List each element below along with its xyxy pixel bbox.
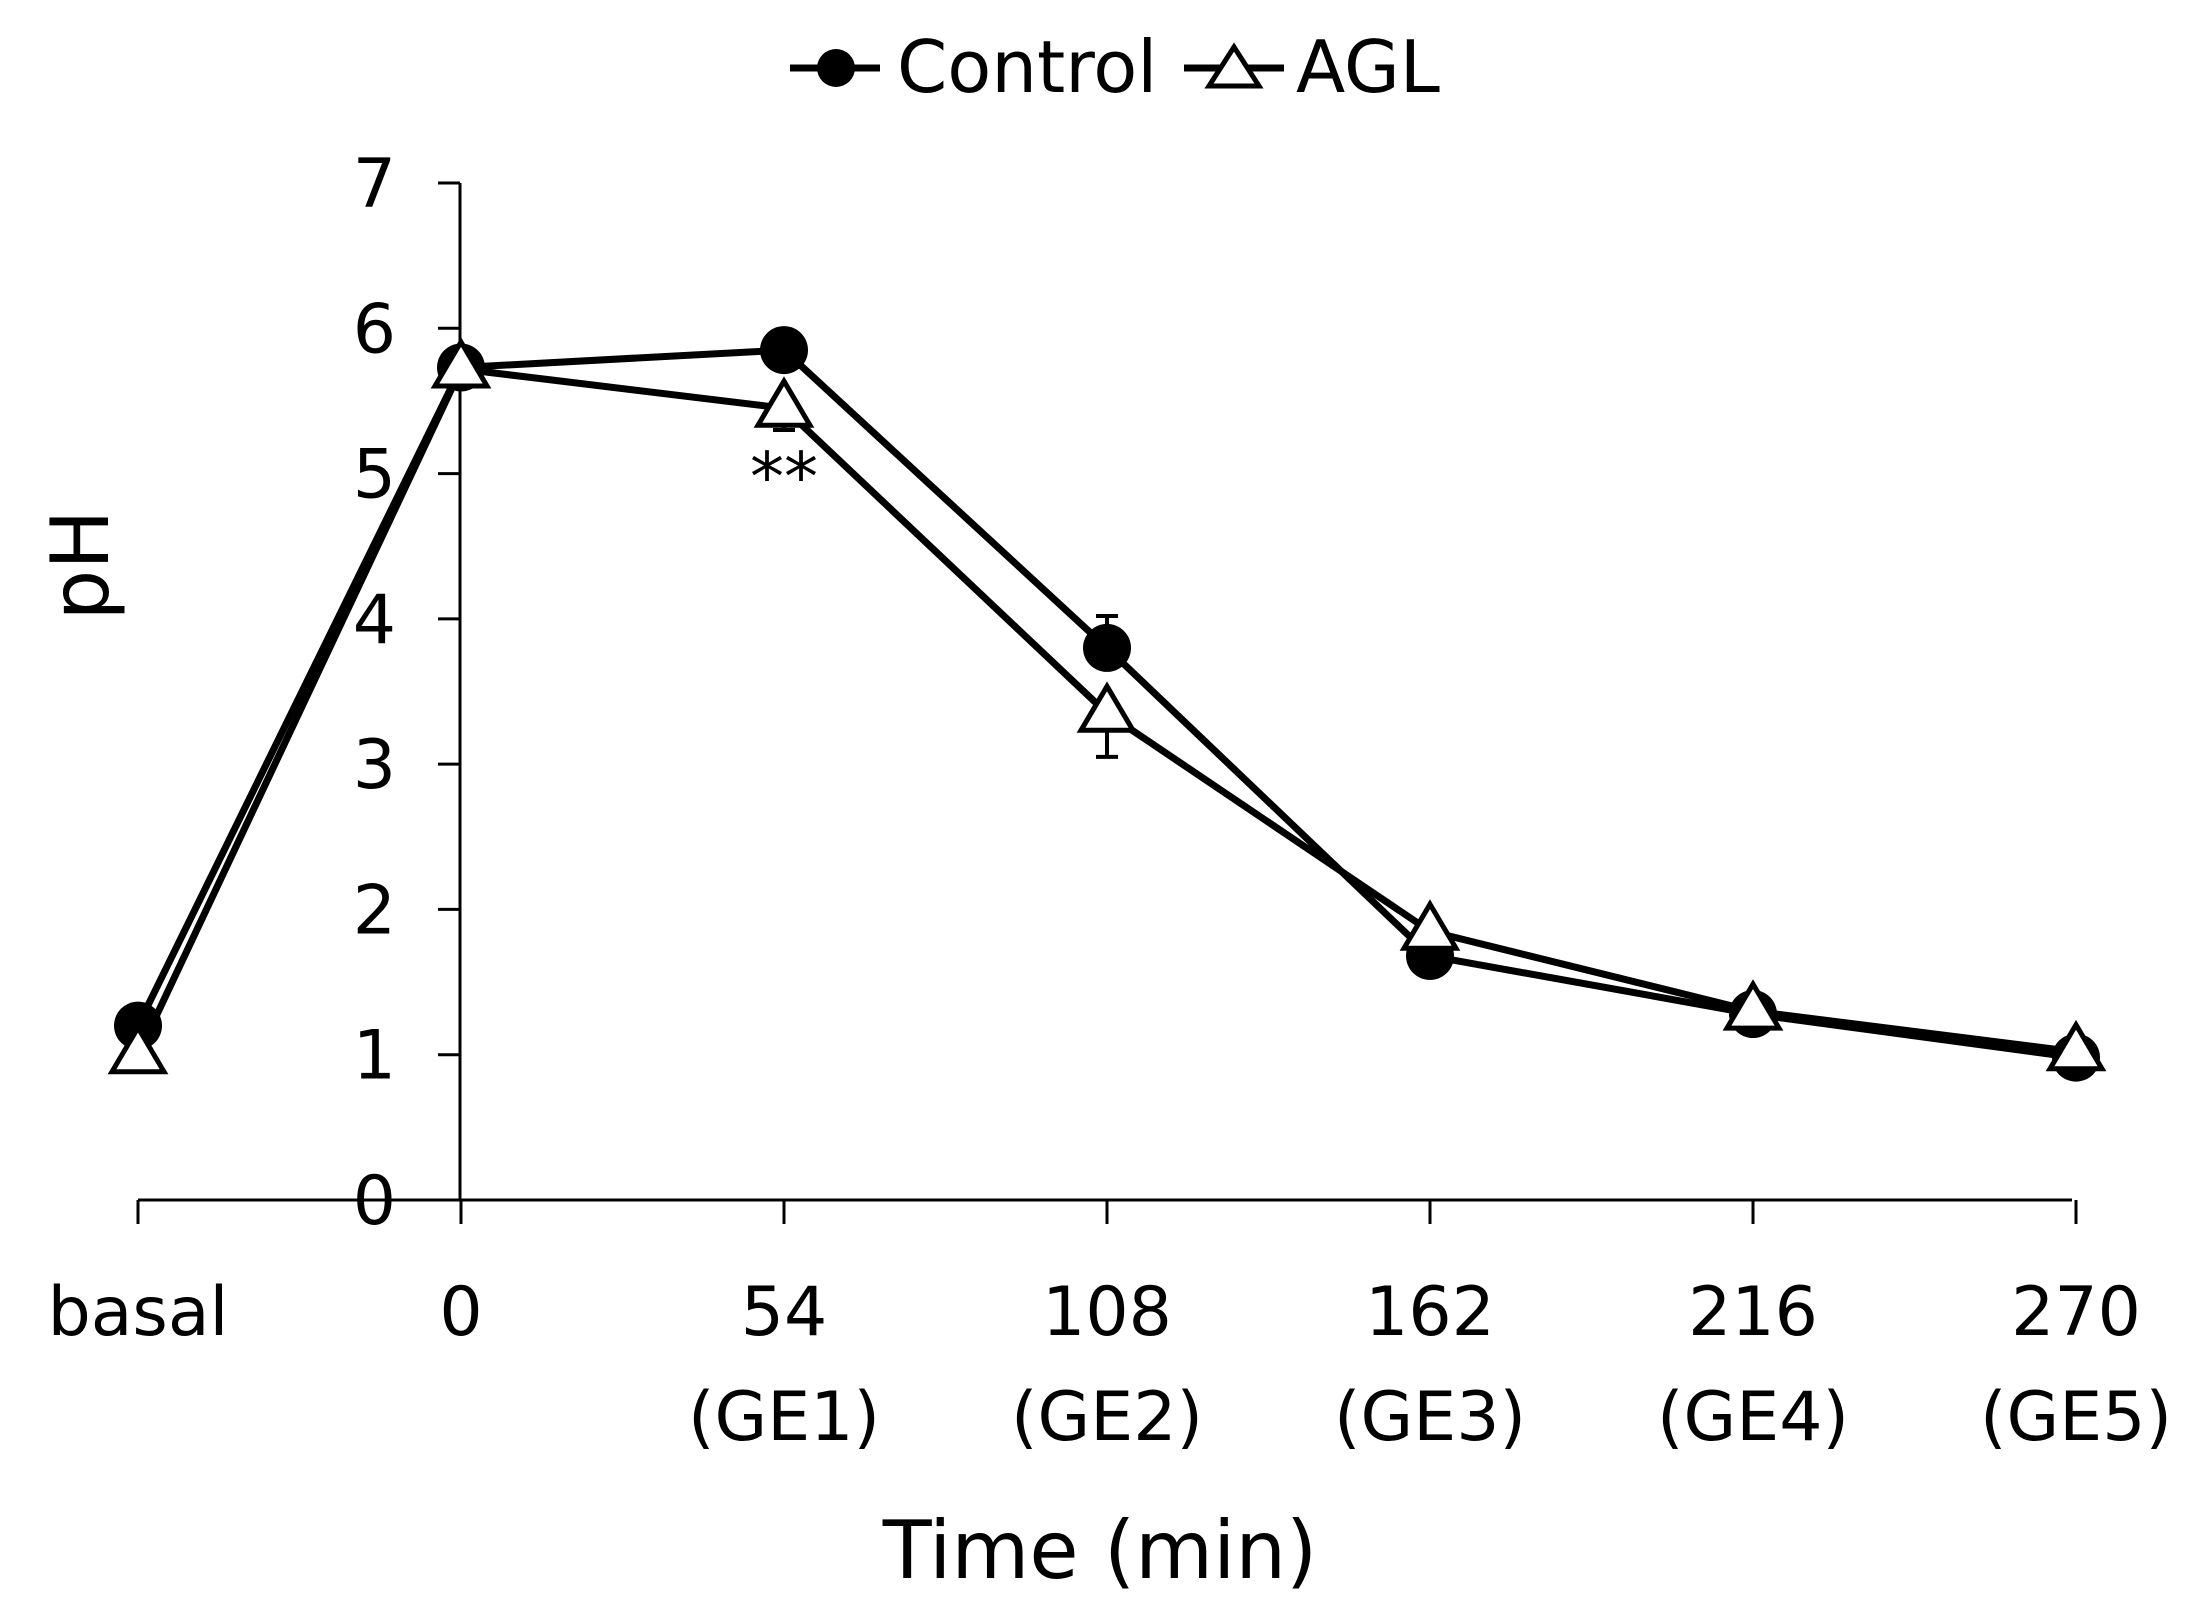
y-ticks: 0 1 2 3 4 5 6 7 [353, 145, 460, 1241]
legend-control-marker [817, 49, 855, 87]
significance-annotation: ** [750, 438, 818, 517]
legend: Control AGL [790, 25, 1440, 109]
x-tick-sublabel: (GE5) [1980, 1378, 2172, 1457]
point-agl [1399, 899, 1461, 951]
y-tick-label: 3 [353, 726, 396, 805]
x-tick-label: 54 [741, 1273, 828, 1352]
y-tick-label: 4 [353, 581, 396, 660]
x-tick-label: 162 [1365, 1273, 1495, 1352]
legend-agl-marker [1204, 42, 1264, 89]
x-ticks: basal 0 54 (GE1) 108 (GE2) 162 (GE3) 216 (GE4) 270… [48, 1200, 2172, 1457]
x-axis-title: Time (min) [882, 1504, 1318, 1597]
x-tick-sublabel: (GE2) [1011, 1378, 1203, 1457]
y-tick-label: 2 [353, 871, 396, 950]
x-tick-label: 270 [2011, 1273, 2141, 1352]
x-tick-sublabel: (GE4) [1657, 1378, 1849, 1457]
series-layer [107, 326, 2107, 1082]
point-agl [2045, 1019, 2107, 1072]
point-agl [107, 1022, 169, 1075]
legend-agl-label: AGL [1296, 25, 1440, 109]
x-tick-label: basal [48, 1273, 229, 1352]
y-tick-label: 6 [353, 290, 396, 369]
x-tick-sublabel: (GE3) [1334, 1378, 1526, 1457]
point-control [1083, 623, 1131, 672]
y-tick-label: 1 [353, 1017, 396, 1096]
x-tick-label: 216 [1688, 1273, 1818, 1352]
x-tick-label: 0 [439, 1273, 482, 1352]
annotation-layer: ** [750, 438, 818, 517]
point-agl [1722, 979, 1784, 1031]
y-tick-label: 0 [353, 1162, 396, 1241]
legend-control-label: Control [897, 25, 1157, 109]
point-agl [1076, 681, 1138, 733]
y-tick-label: 5 [353, 436, 396, 515]
y-axis-title: pH [34, 510, 127, 621]
x-tick-label: 108 [1042, 1273, 1172, 1352]
point-agl [753, 376, 815, 428]
point-agl [430, 337, 492, 389]
y-tick-label: 7 [353, 145, 396, 224]
point-control [760, 326, 808, 375]
x-tick-sublabel: (GE1) [688, 1378, 880, 1457]
